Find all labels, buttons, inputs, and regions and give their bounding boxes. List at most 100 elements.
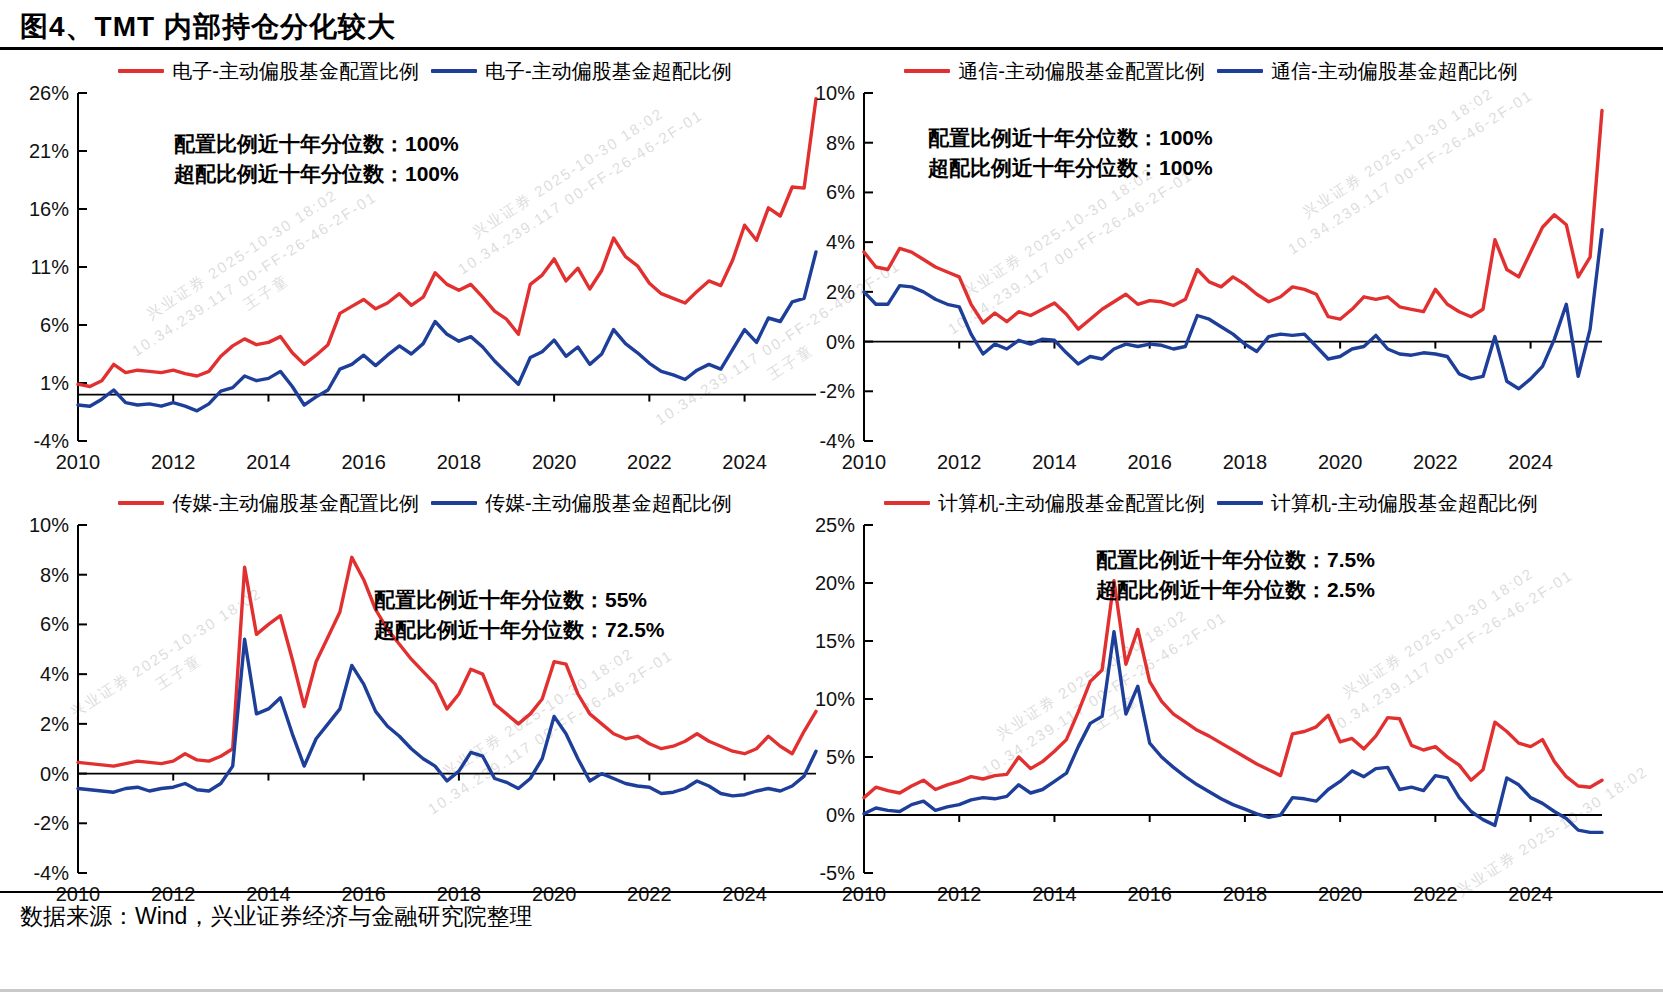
percentile-annotation: 配置比例近十年分位数：100% 超配比例近十年分位数：100% <box>928 123 1213 184</box>
legend-label: 传媒-主动偏股基金超配比例 <box>485 490 732 517</box>
percentile-annotation: 配置比例近十年分位数：100% 超配比例近十年分位数：100% <box>174 129 459 190</box>
legend-item-allocation: 电子-主动偏股基金配置比例 <box>118 58 419 85</box>
electronics-chart-block: 电子-主动偏股基金配置比例 电子-主动偏股基金超配比例 -4% 1% 6% 11% 16… <box>14 57 836 481</box>
svg-text:2014: 2014 <box>246 451 291 473</box>
svg-text:25%: 25% <box>815 517 855 536</box>
svg-text:2%: 2% <box>826 281 855 303</box>
overweight-percentile-text: 超配比例近十年分位数：72.5% <box>374 615 665 645</box>
svg-text:6%: 6% <box>826 181 855 203</box>
legend-label: 通信-主动偏股基金超配比例 <box>1271 58 1518 85</box>
svg-text:2024: 2024 <box>1508 451 1553 473</box>
footer-divider-line <box>0 891 1663 893</box>
legend-item-overweight: 电子-主动偏股基金超配比例 <box>431 58 732 85</box>
blue-line-swatch-icon <box>1217 501 1263 505</box>
legend: 传媒-主动偏股基金配置比例 传媒-主动偏股基金超配比例 <box>14 489 836 517</box>
svg-text:15%: 15% <box>815 630 855 652</box>
allocation-percentile-text: 配置比例近十年分位数：55% <box>374 585 665 615</box>
percentile-annotation: 配置比例近十年分位数：55% 超配比例近十年分位数：72.5% <box>374 585 665 646</box>
svg-text:1%: 1% <box>40 372 69 394</box>
svg-text:2018: 2018 <box>1223 883 1268 905</box>
red-line-swatch-icon <box>904 69 950 73</box>
svg-text:2016: 2016 <box>1127 883 1172 905</box>
legend-item-allocation: 传媒-主动偏股基金配置比例 <box>118 490 419 517</box>
legend-item-overweight: 传媒-主动偏股基金超配比例 <box>431 490 732 517</box>
blue-line-swatch-icon <box>1217 69 1263 73</box>
legend-label: 电子-主动偏股基金配置比例 <box>172 58 419 85</box>
media-chart-block: 传媒-主动偏股基金配置比例 传媒-主动偏股基金超配比例 -4% -2% 0% 2% 4%… <box>14 489 836 913</box>
telecom-chart-block: 通信-主动偏股基金配置比例 通信-主动偏股基金超配比例 -4% -2% 0% 2% 4%… <box>800 57 1622 481</box>
svg-text:0%: 0% <box>40 763 69 785</box>
legend: 计算机-主动偏股基金配置比例 计算机-主动偏股基金超配比例 <box>800 489 1622 517</box>
svg-text:-2%: -2% <box>819 380 855 402</box>
svg-text:2016: 2016 <box>341 451 386 473</box>
svg-text:2010: 2010 <box>842 883 887 905</box>
svg-text:8%: 8% <box>826 132 855 154</box>
allocation-percentile-text: 配置比例近十年分位数：7.5% <box>1096 545 1375 575</box>
red-line-swatch-icon <box>118 501 164 505</box>
svg-text:6%: 6% <box>40 613 69 635</box>
svg-text:10%: 10% <box>815 85 855 104</box>
svg-text:2014: 2014 <box>1032 883 1077 905</box>
figure-title: 图4、TMT 内部持仓分化较大 <box>20 8 396 46</box>
svg-text:2024: 2024 <box>1508 883 1553 905</box>
legend-item-allocation: 计算机-主动偏股基金配置比例 <box>884 490 1205 517</box>
red-line-swatch-icon <box>118 69 164 73</box>
svg-text:2014: 2014 <box>1032 451 1077 473</box>
legend: 通信-主动偏股基金配置比例 通信-主动偏股基金超配比例 <box>800 57 1622 85</box>
svg-text:2022: 2022 <box>1413 883 1458 905</box>
legend-label: 传媒-主动偏股基金配置比例 <box>172 490 419 517</box>
allocation-percentile-text: 配置比例近十年分位数：100% <box>174 129 459 159</box>
overweight-percentile-text: 超配比例近十年分位数：2.5% <box>1096 575 1375 605</box>
svg-text:26%: 26% <box>29 85 69 104</box>
svg-text:16%: 16% <box>29 198 69 220</box>
svg-text:2018: 2018 <box>1223 451 1268 473</box>
svg-text:2024: 2024 <box>722 883 767 905</box>
percentile-annotation: 配置比例近十年分位数：7.5% 超配比例近十年分位数：2.5% <box>1096 545 1375 606</box>
svg-text:8%: 8% <box>40 564 69 586</box>
svg-text:2022: 2022 <box>627 451 672 473</box>
computer-chart-block: 计算机-主动偏股基金配置比例 计算机-主动偏股基金超配比例 -5%0%5%10%… <box>800 489 1622 913</box>
svg-text:-2%: -2% <box>33 812 69 834</box>
allocation-percentile-text: 配置比例近十年分位数：100% <box>928 123 1213 153</box>
legend-label: 计算机-主动偏股基金配置比例 <box>938 490 1205 517</box>
svg-text:4%: 4% <box>826 231 855 253</box>
svg-text:2020: 2020 <box>532 883 577 905</box>
svg-text:2012: 2012 <box>937 883 982 905</box>
svg-text:2018: 2018 <box>437 451 482 473</box>
blue-line-swatch-icon <box>431 69 477 73</box>
svg-text:4%: 4% <box>40 663 69 685</box>
legend-item-overweight: 通信-主动偏股基金超配比例 <box>1217 58 1518 85</box>
legend-label: 电子-主动偏股基金超配比例 <box>485 58 732 85</box>
svg-text:-4%: -4% <box>819 430 855 452</box>
overweight-percentile-text: 超配比例近十年分位数：100% <box>928 153 1213 183</box>
svg-text:2020: 2020 <box>532 451 577 473</box>
svg-text:20%: 20% <box>815 572 855 594</box>
svg-text:2020: 2020 <box>1318 883 1363 905</box>
svg-text:2016: 2016 <box>1127 451 1172 473</box>
page-bottom-border <box>0 989 1663 992</box>
legend-item-overweight: 计算机-主动偏股基金超配比例 <box>1217 490 1538 517</box>
svg-text:2022: 2022 <box>1413 451 1458 473</box>
svg-text:2020: 2020 <box>1318 451 1363 473</box>
data-source-text: 数据来源：Wind，兴业证券经济与金融研究院整理 <box>20 901 532 932</box>
svg-text:10%: 10% <box>815 688 855 710</box>
red-line-swatch-icon <box>884 501 930 505</box>
svg-text:2012: 2012 <box>937 451 982 473</box>
svg-text:-5%: -5% <box>819 862 855 884</box>
svg-text:2022: 2022 <box>627 883 672 905</box>
legend: 电子-主动偏股基金配置比例 电子-主动偏股基金超配比例 <box>14 57 836 85</box>
overweight-percentile-text: 超配比例近十年分位数：100% <box>174 159 459 189</box>
legend-item-allocation: 通信-主动偏股基金配置比例 <box>904 58 1205 85</box>
svg-text:11%: 11% <box>30 256 69 278</box>
svg-text:6%: 6% <box>40 314 69 336</box>
media-line-chart: -4%-2%0%2%4%6%8%10%201020122014201620182… <box>14 517 836 909</box>
svg-text:0%: 0% <box>826 331 855 353</box>
legend-label: 计算机-主动偏股基金超配比例 <box>1271 490 1538 517</box>
svg-text:-4%: -4% <box>33 430 69 452</box>
svg-text:2010: 2010 <box>56 451 101 473</box>
svg-text:2%: 2% <box>40 713 69 735</box>
title-divider-line <box>0 47 1663 50</box>
svg-text:21%: 21% <box>29 140 69 162</box>
svg-text:-4%: -4% <box>33 862 69 884</box>
svg-text:10%: 10% <box>29 517 69 536</box>
